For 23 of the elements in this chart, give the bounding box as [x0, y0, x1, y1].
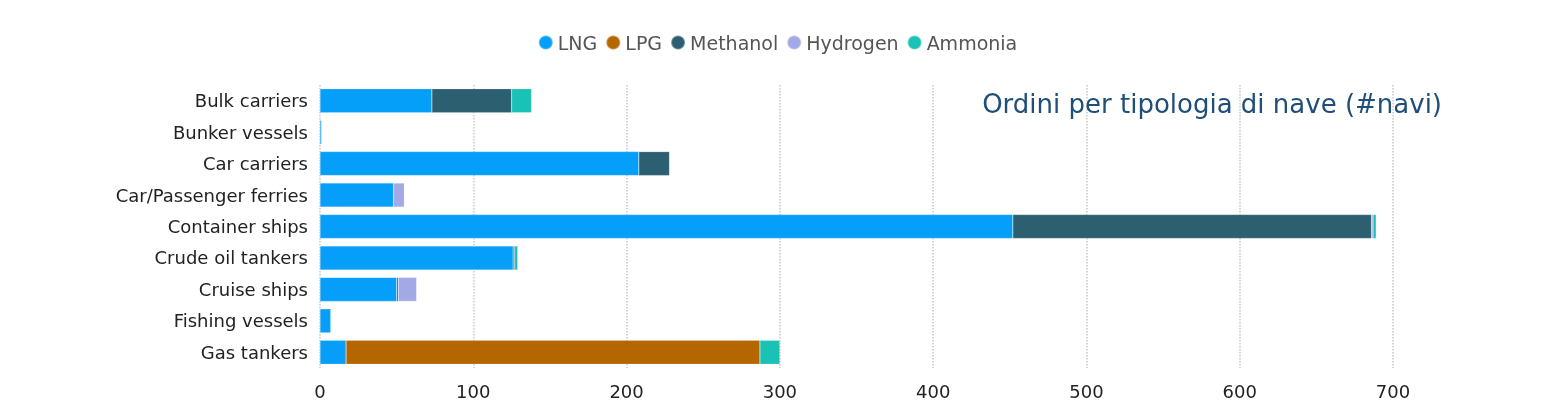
x-tick-label: 400 — [915, 380, 951, 402]
x-tick-label: 500 — [1069, 380, 1104, 402]
legend-label: LPG — [625, 31, 663, 54]
y-tick-label: Cruise ships — [198, 278, 308, 300]
x-tick-label: 200 — [609, 380, 644, 402]
x-tick-label: 0 — [314, 380, 326, 402]
x-tick-label: 600 — [1222, 380, 1257, 402]
y-tick-label: Bunker vessels — [172, 121, 308, 143]
x-tick-label: 700 — [1375, 380, 1411, 402]
y-tick-label: Fishing vessels — [173, 310, 308, 332]
chart-title: Ordini per tipologia di nave (#navi) — [982, 89, 1442, 119]
legend-label: Ammonia — [926, 31, 1018, 54]
y-tick-label: Gas tankers — [200, 341, 308, 363]
x-tick-label: 300 — [762, 380, 798, 402]
legend-label: LNG — [557, 31, 598, 54]
legend-label: Methanol — [690, 31, 779, 54]
y-tick-label: Bulk carriers — [194, 90, 308, 112]
y-tick-label: Container ships — [167, 216, 308, 237]
legend-label: Hydrogen — [806, 31, 899, 54]
y-tick-label: Car carriers — [203, 153, 308, 175]
y-tick-label: Car/Passenger ferries — [115, 184, 308, 206]
y-tick-label: Crude oil tankers — [154, 247, 308, 269]
x-tick-label: 100 — [456, 380, 491, 402]
